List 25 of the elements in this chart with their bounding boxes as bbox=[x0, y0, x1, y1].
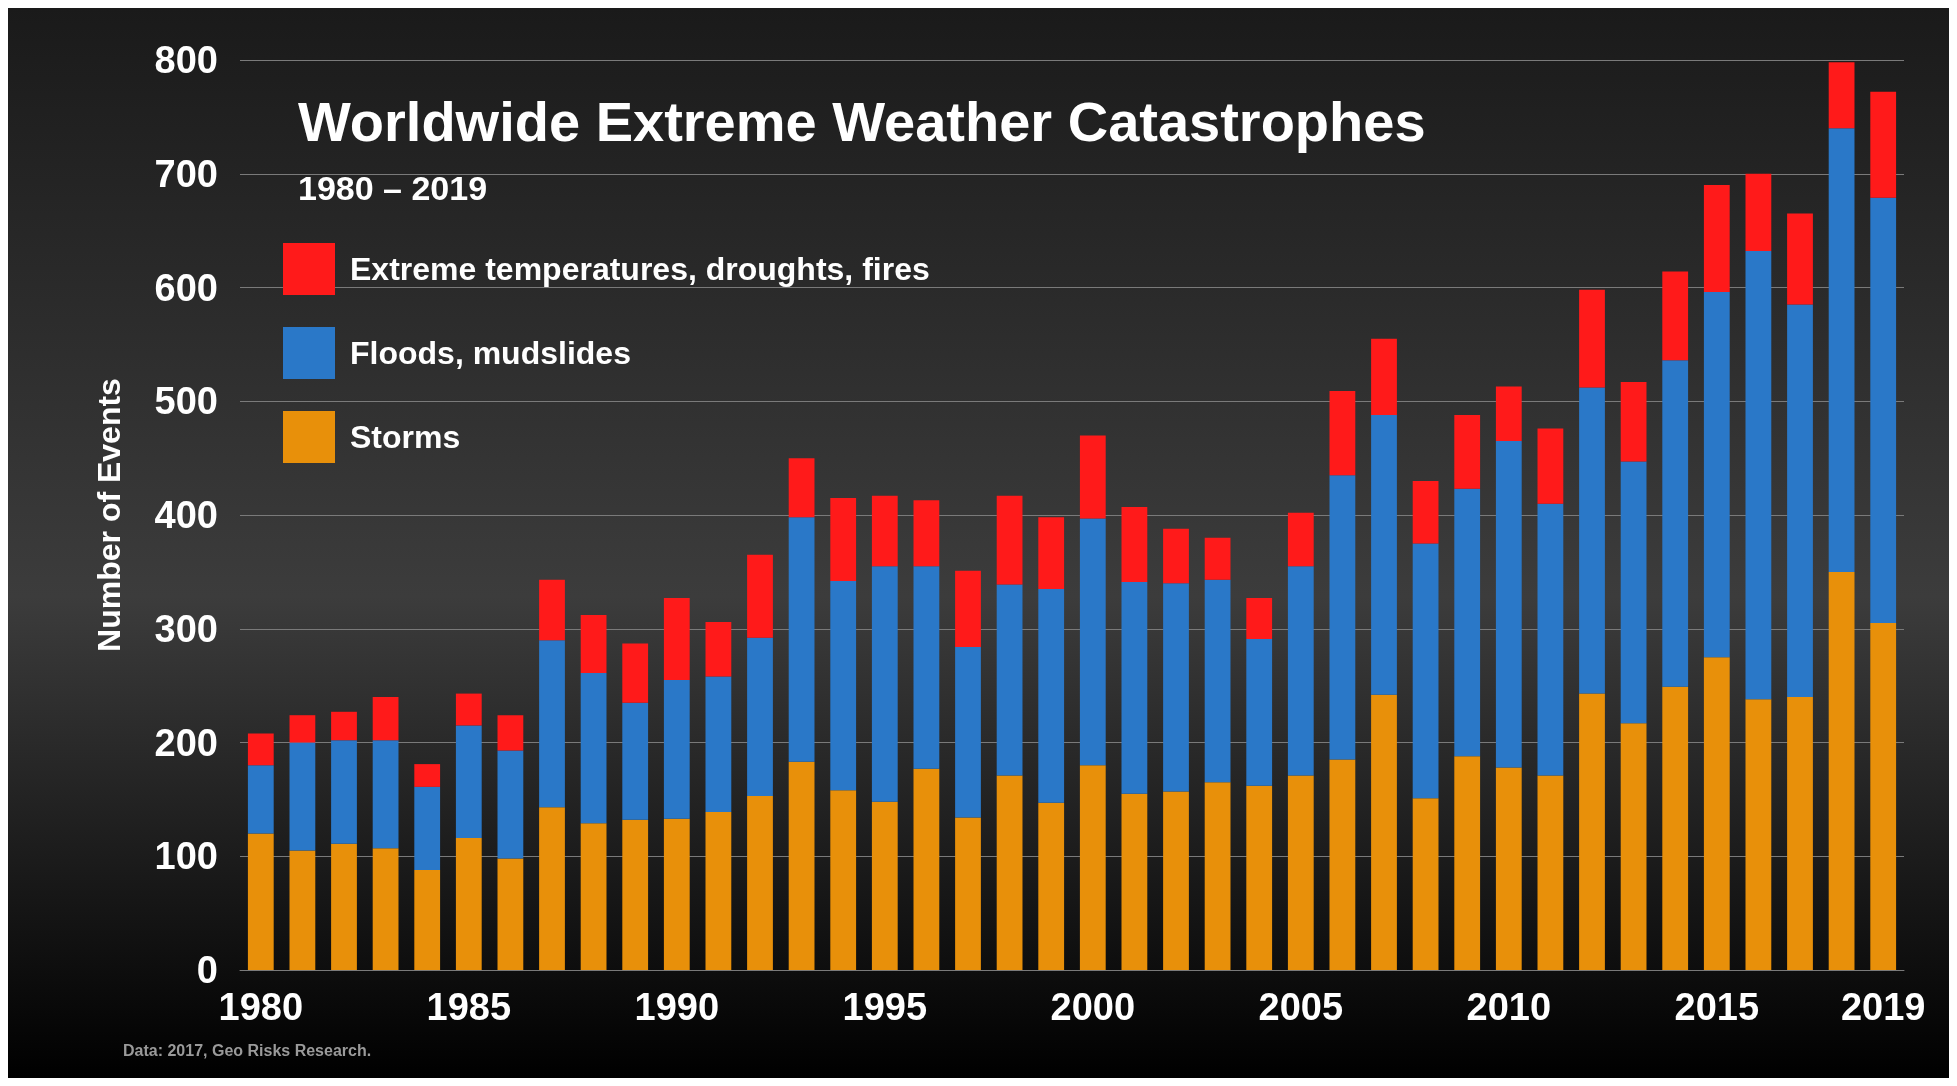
y-tick-label: 800 bbox=[154, 39, 218, 81]
text: 1980 – 2019 bbox=[298, 169, 488, 207]
y-tick-label: 600 bbox=[154, 266, 218, 309]
text: Worldwide Extreme Weather Catastrophes bbox=[298, 89, 1426, 153]
y-tick-label: 500 bbox=[154, 380, 218, 423]
legend-label: Floods, mudslides bbox=[350, 335, 631, 371]
x-tick-label: 2000 bbox=[1050, 986, 1136, 1028]
y-tick-label: 200 bbox=[154, 721, 218, 764]
x-tick-label: 2005 bbox=[1258, 986, 1344, 1028]
x-tick-label: 2015 bbox=[1674, 986, 1760, 1028]
y-tick-label: 400 bbox=[154, 494, 218, 536]
text: Data: 2017, Geo Risks Research. bbox=[123, 1041, 372, 1059]
y-tick-label: 300 bbox=[154, 607, 218, 650]
y-tick-label: 0 bbox=[196, 949, 218, 991]
y-axis-title: Number of Events bbox=[91, 378, 127, 652]
x-tick-label: 2010 bbox=[1466, 986, 1552, 1028]
legend-label: Storms bbox=[350, 419, 461, 455]
x-tick-label: 1995 bbox=[842, 986, 928, 1028]
y-tick-label: 100 bbox=[154, 835, 218, 878]
y-tick-label: 700 bbox=[154, 152, 218, 195]
x-tick-label: 1985 bbox=[426, 986, 512, 1028]
legend-label: Extreme temperatures, droughts, fires bbox=[350, 251, 930, 287]
x-tick-label: 1990 bbox=[634, 986, 720, 1028]
x-tick-label: 2019 bbox=[1840, 986, 1926, 1028]
x-tick-label: 1980 bbox=[218, 986, 304, 1028]
